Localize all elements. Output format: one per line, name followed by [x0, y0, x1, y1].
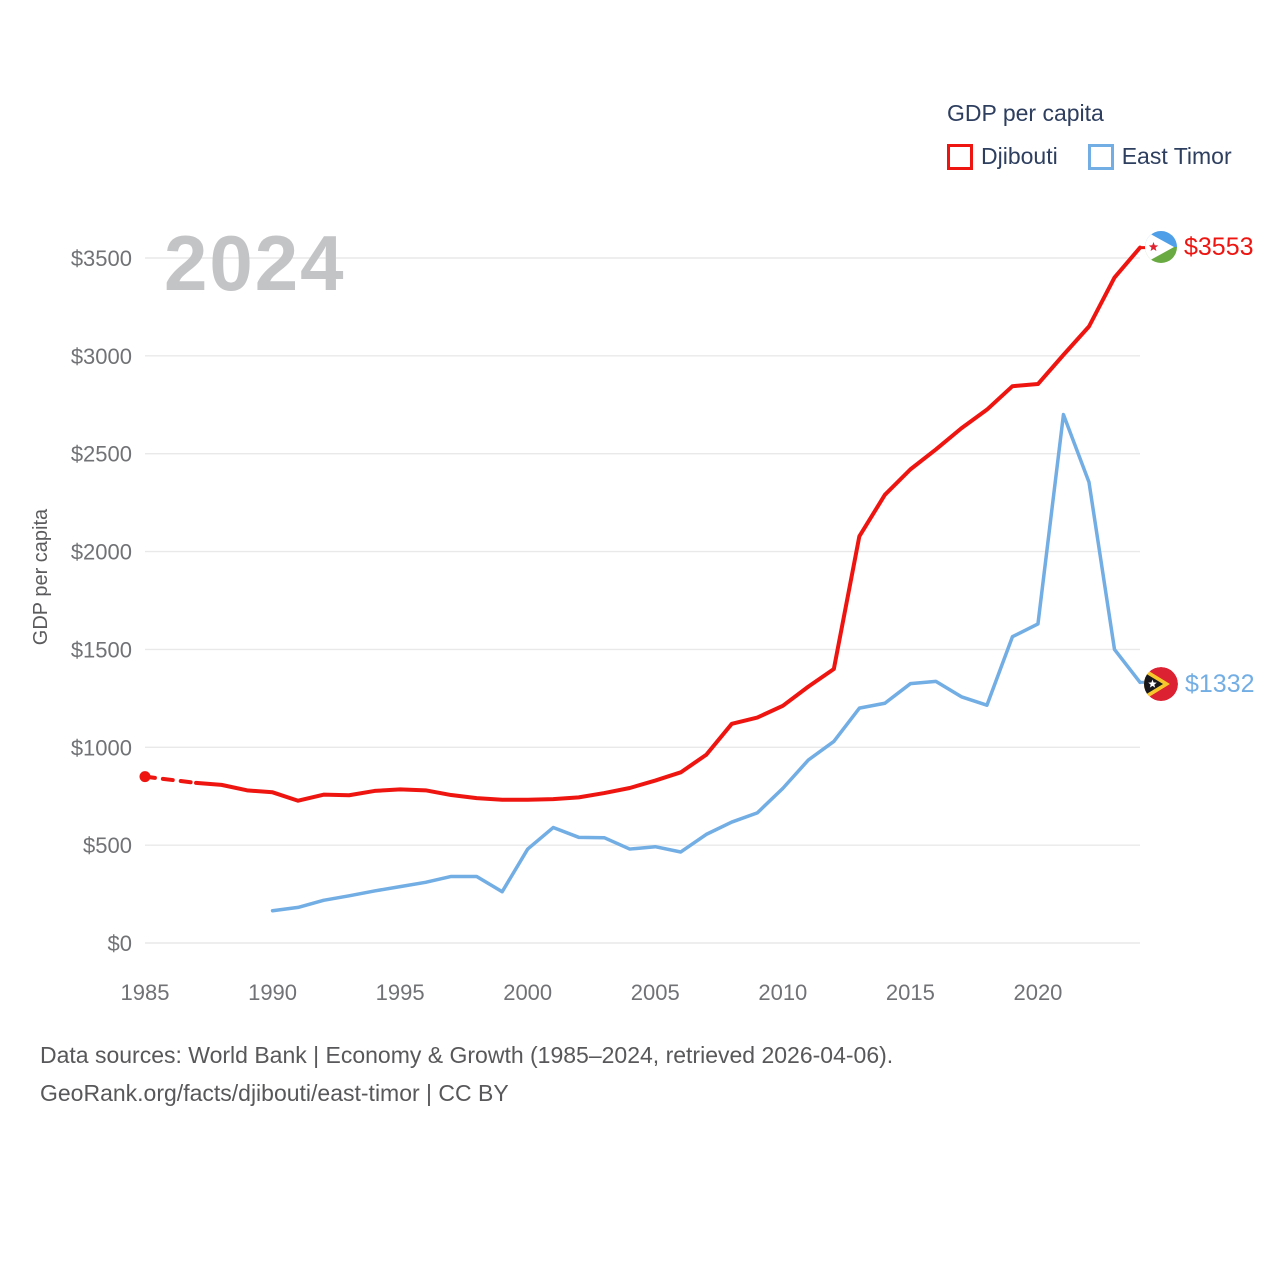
svg-text:$3500: $3500	[71, 246, 132, 271]
djibouti-flag-icon	[1145, 231, 1177, 263]
svg-text:2000: 2000	[503, 980, 552, 1005]
svg-text:$1500: $1500	[71, 637, 132, 662]
svg-text:$2500: $2500	[71, 442, 132, 467]
caption-line-2: GeoRank.org/facts/djibouti/east-timor | …	[40, 1080, 509, 1106]
end-value-east-timor: $1332	[1185, 669, 1255, 698]
caption: Data sources: World Bank | Economy & Gro…	[40, 1036, 893, 1112]
svg-text:2005: 2005	[631, 980, 680, 1005]
legend-item-djibouti[interactable]: Djibouti	[947, 143, 1058, 170]
east-timor-swatch-icon	[1087, 143, 1114, 170]
caption-line-1: Data sources: World Bank | Economy & Gro…	[40, 1042, 894, 1068]
svg-text:2020: 2020	[1013, 980, 1062, 1005]
svg-text:1995: 1995	[376, 980, 425, 1005]
legend-label-east-timor: East Timor	[1121, 143, 1232, 169]
end-value-djibouti: $3553	[1184, 232, 1254, 261]
svg-text:1985: 1985	[121, 980, 170, 1005]
end-label-east-timor: $1332	[1144, 667, 1255, 701]
svg-text:$2000: $2000	[71, 540, 132, 565]
djibouti-swatch-icon	[947, 143, 973, 170]
legend-label-djibouti: Djibouti	[981, 143, 1058, 169]
svg-text:2010: 2010	[758, 980, 807, 1005]
svg-text:GDP per capita: GDP per capita	[30, 508, 52, 645]
legend-item-east-timor[interactable]: East Timor	[1087, 143, 1232, 170]
legend-title: GDP per capita	[947, 100, 1104, 126]
svg-text:$3000: $3000	[71, 344, 132, 369]
svg-text:$500: $500	[83, 833, 132, 858]
legend: GDP per capita Djibouti East Timor	[947, 100, 1232, 170]
svg-text:1990: 1990	[248, 980, 297, 1005]
watermark-year: 2024	[164, 219, 346, 307]
east-timor-flag-icon	[1144, 667, 1178, 701]
legend-items: Djibouti East Timor	[947, 143, 1232, 170]
svg-text:2015: 2015	[886, 980, 935, 1005]
svg-text:$1000: $1000	[71, 735, 132, 760]
end-label-djibouti: $3553	[1145, 231, 1254, 263]
svg-text:$0: $0	[108, 931, 132, 956]
